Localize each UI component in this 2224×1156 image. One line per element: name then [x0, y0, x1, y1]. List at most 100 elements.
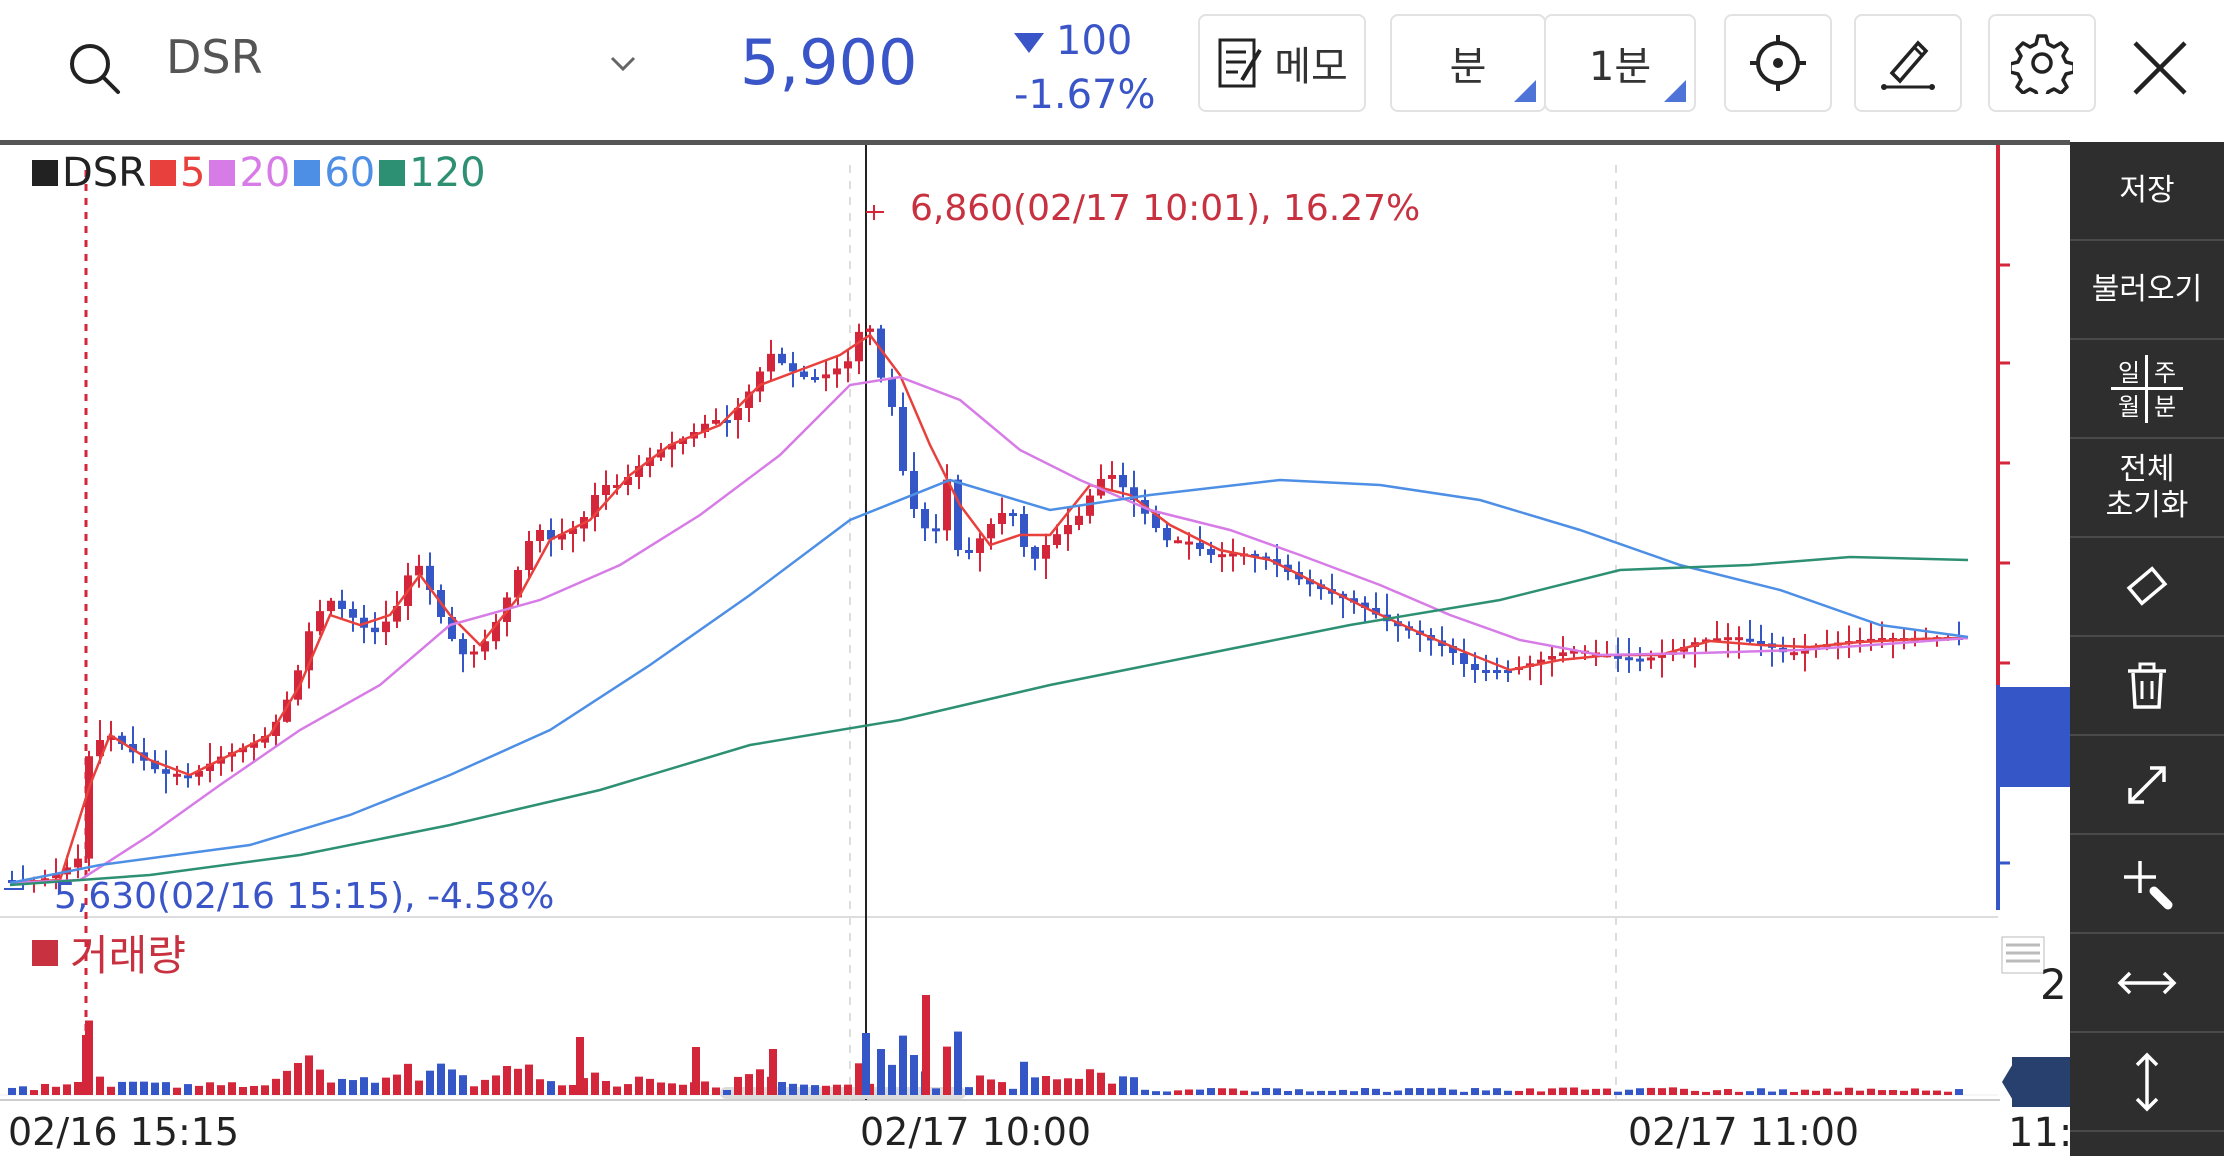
candle-body [998, 513, 1006, 524]
close-icon[interactable] [2130, 38, 2190, 98]
volume-bar [1306, 1091, 1314, 1095]
settings-button[interactable] [1988, 14, 2096, 112]
volume-tag-pointer [2002, 1062, 2014, 1102]
delete-button[interactable] [2070, 637, 2224, 736]
candle-body [1086, 495, 1094, 516]
volume-spike [692, 1047, 700, 1095]
candle-body [1031, 547, 1039, 559]
volume-bar [591, 1072, 599, 1095]
candle-body [107, 735, 115, 740]
volume-bar [668, 1083, 676, 1095]
volume-bar [646, 1078, 654, 1095]
legend-ma5: 5 [179, 150, 206, 196]
legend-swatch-ma5 [149, 160, 176, 186]
candle-body [767, 353, 775, 372]
x-tick-label: 02/17 10:00 [860, 1110, 1092, 1154]
candle-body [734, 408, 742, 420]
candle-body [723, 420, 731, 423]
volume-bar [206, 1082, 214, 1095]
volume-bar [129, 1081, 137, 1095]
reset-all-button[interactable]: 전체 초기화 [2070, 439, 2224, 538]
volume-bar [404, 1063, 412, 1095]
right-axis-label: 2 [2040, 960, 2067, 1009]
candle-body [1647, 657, 1655, 661]
volume-bar [954, 1031, 962, 1095]
period-month: 월 [2117, 392, 2141, 421]
change-percent: -1.67% [1014, 72, 1156, 118]
candle-body [943, 479, 951, 531]
candle-body [305, 631, 313, 671]
expand-button[interactable] [2070, 736, 2224, 835]
legend-swatch-ma120 [379, 160, 406, 186]
volume-bar [1064, 1078, 1072, 1095]
volume-bar [943, 1046, 951, 1095]
add-drawing-button[interactable] [2070, 835, 2224, 934]
candle-body [613, 485, 621, 488]
period-unit-button[interactable]: 분 [1390, 14, 1546, 112]
volume-bar [1196, 1089, 1204, 1095]
vertical-scale-button[interactable] [2070, 1033, 2224, 1132]
draw-button[interactable] [1854, 14, 1962, 112]
volume-bar [811, 1085, 819, 1095]
x-tick-label: 02/16 15:15 [8, 1110, 240, 1154]
v-resize-icon [2135, 1052, 2159, 1111]
volume-bar [470, 1086, 478, 1095]
volume-bar [1141, 1089, 1149, 1095]
candle-body [1075, 515, 1083, 525]
candle-body [1361, 602, 1369, 608]
volume-bar [1405, 1088, 1413, 1095]
candlestick-chart[interactable] [0, 145, 2070, 1156]
volume-bar [338, 1078, 346, 1095]
memo-button[interactable]: 메모 [1198, 14, 1366, 112]
candle-body [888, 377, 896, 407]
candle-body [954, 479, 962, 550]
candle-body [547, 530, 555, 540]
volume-bar [1240, 1090, 1248, 1095]
candle-body [712, 420, 720, 424]
volume-bar [1702, 1091, 1710, 1095]
volume-bar [1361, 1088, 1369, 1095]
candle-body [635, 466, 643, 477]
volume-bar [316, 1069, 324, 1095]
scale-handle [2001, 936, 2045, 974]
symbol-input[interactable]: DSR [166, 30, 263, 84]
volume-bar [1174, 1090, 1182, 1095]
volume-bar [360, 1077, 368, 1095]
dropdown-corner-icon [1514, 80, 1536, 102]
search-icon[interactable] [66, 40, 122, 96]
volume-bar [1812, 1090, 1820, 1095]
eraser-button[interactable] [2070, 538, 2224, 637]
load-button[interactable]: 불러오기 [2070, 241, 2224, 340]
down-arrow-icon [1014, 33, 1044, 53]
volume-bar [1570, 1087, 1578, 1095]
save-label: 저장 [2119, 172, 2175, 208]
candle-body [261, 736, 269, 743]
volume-bar [30, 1090, 38, 1095]
chevron-down-icon[interactable] [606, 52, 640, 76]
volume-bar [514, 1068, 522, 1095]
volume-bar [1889, 1089, 1897, 1095]
volume-bar [1108, 1083, 1116, 1095]
volume-bar [1801, 1089, 1809, 1095]
candle-body [745, 391, 753, 408]
candle-body [1790, 652, 1798, 656]
volume-bar [1229, 1088, 1237, 1095]
candle-body [1152, 513, 1160, 528]
horizontal-scale-button[interactable] [2070, 934, 2224, 1033]
crosshair-button[interactable] [1724, 14, 1832, 112]
candle-body [371, 627, 379, 633]
volume-bar [1691, 1090, 1699, 1095]
add-draw-icon [2124, 860, 2173, 909]
candle-body [118, 735, 126, 744]
save-button[interactable]: 저장 [2070, 142, 2224, 241]
volume-bar [569, 1084, 577, 1095]
ma5-line [9, 333, 1969, 885]
volume-bar [1471, 1088, 1479, 1095]
volume-bar [833, 1084, 841, 1095]
volume-bar [448, 1069, 456, 1095]
volume-bar [635, 1076, 643, 1095]
volume-bar [1394, 1090, 1402, 1095]
candle-body [459, 639, 467, 655]
period-grid-button[interactable]: 일 주 월 분 [2070, 340, 2224, 439]
period-value-button[interactable]: 1분 [1544, 14, 1696, 112]
